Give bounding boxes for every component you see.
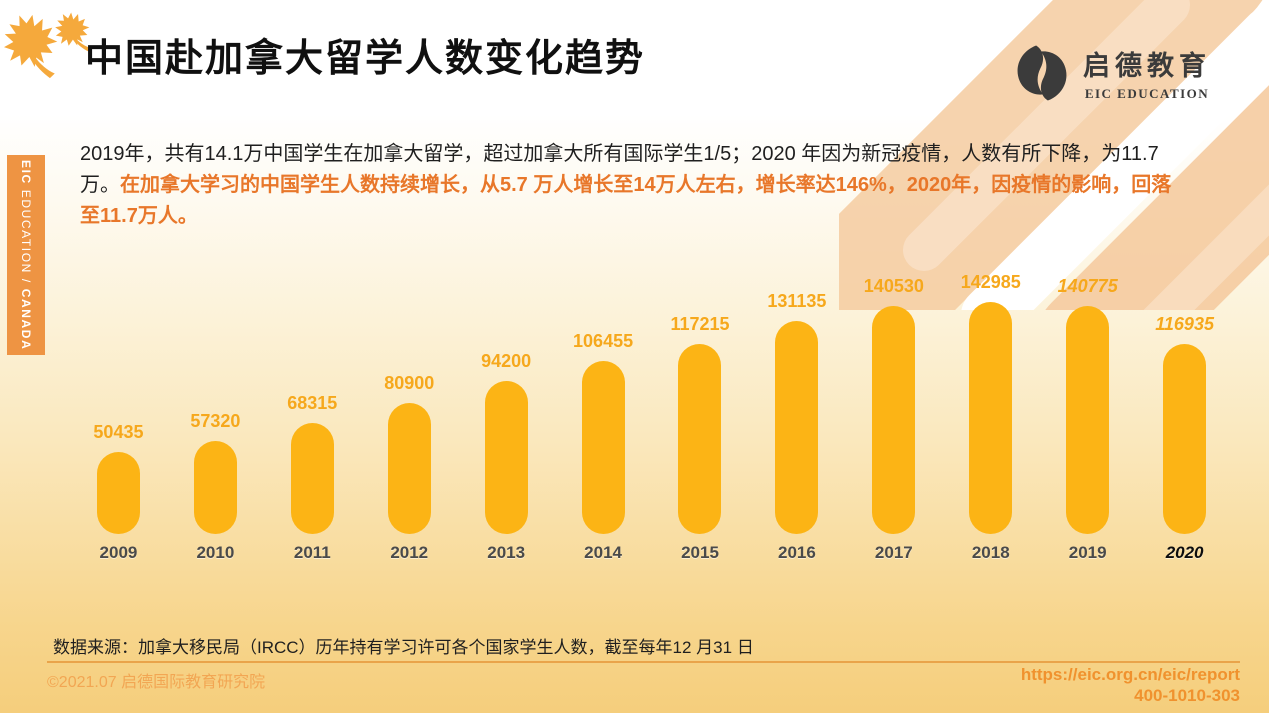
bar-value-label: 50435: [93, 422, 144, 442]
chart-column-2017: 140530 2017: [845, 272, 942, 570]
chart-column-2012: 80900 2012: [361, 272, 458, 570]
bar: [96, 452, 140, 534]
maple-leaf-icons: [3, 12, 91, 79]
bar: [775, 321, 819, 534]
x-axis-year-label: 2011: [293, 543, 331, 562]
bar: [290, 423, 334, 534]
bar-value-label: 106455: [573, 331, 634, 351]
x-axis-year-label: 2013: [487, 543, 526, 562]
bar: [484, 381, 528, 534]
chart-column-2015: 117215 2015: [652, 272, 749, 570]
sidebar-tab: EIC EDUCATION / CANADA: [7, 155, 45, 355]
intro-highlight-text: 在加拿大学习的中国学生人数持续增长，从5.7 万人增长至14万人左右，增长率达1…: [80, 174, 1172, 227]
sidebar-middle: EDUCATION /: [19, 184, 33, 289]
page-title: 中国赴加拿大留学人数变化趋势: [85, 38, 646, 80]
footer-divider: [47, 661, 1240, 663]
bar-chart: 50435 2009 57320 2010 68315 2011 80900 2012 9420…: [70, 272, 1233, 570]
chart-column-2019: 140775 2019: [1039, 272, 1136, 570]
eic-logo-icon: [1017, 45, 1067, 101]
data-source-note: 数据来源：加拿大移民局（IRCC）历年持有学习许可各个国家学生人数，截至每年12…: [53, 638, 754, 657]
bar: [387, 403, 431, 534]
bar: [872, 306, 916, 534]
chart-column-2020: 116935 2020: [1136, 272, 1233, 570]
chart-column-2010: 57320 2010: [167, 272, 264, 570]
chart-column-2011: 68315 2011: [264, 272, 361, 570]
bar: [969, 302, 1013, 534]
x-axis-year-label: 2020: [1165, 543, 1204, 562]
footer-report-url[interactable]: https://eic.org.cn/eic/report: [1020, 665, 1240, 684]
bar-value-label: 140530: [863, 276, 924, 296]
x-axis-year-label: 2014: [584, 543, 622, 562]
sidebar-brand: EIC: [19, 159, 33, 185]
intro-paragraph: 2019年，共有14.1万中国学生在加拿大留学，超过加拿大所有国际学生1/5；2…: [80, 139, 1180, 232]
bar-value-label: 140775: [1057, 276, 1118, 296]
brand-logo: 启德教育 EIC EDUCATION: [1011, 42, 1211, 104]
bar-value-label: 80900: [384, 373, 435, 393]
bar: [581, 361, 625, 534]
footer-phone: 400-1010-303: [1134, 686, 1240, 705]
bar-value-label: 131135: [767, 291, 827, 311]
brand-logo-text: 启德教育 EIC EDUCATION: [1083, 44, 1211, 102]
footer-copyright: ©2021.07 启德国际教育研究院: [47, 674, 266, 691]
bar-value-label: 94200: [481, 351, 532, 371]
bar-value-label: 57320: [190, 411, 241, 431]
chart-column-2013: 94200 2013: [458, 272, 555, 570]
x-axis-year-label: 2018: [971, 543, 1010, 562]
brand-name-chinese: 启德教育: [1083, 51, 1211, 81]
x-axis-year-label: 2010: [196, 543, 235, 562]
bar-value-label: 68315: [287, 393, 338, 413]
brand-name-english: EIC EDUCATION: [1084, 86, 1210, 101]
x-axis-year-label: 2015: [681, 543, 719, 562]
x-axis-year-label: 2009: [99, 543, 138, 562]
footer-contact: https://eic.org.cn/eic/report 400-1010-3…: [1021, 664, 1240, 706]
bar: [678, 344, 722, 534]
x-axis-year-label: 2012: [390, 543, 429, 562]
bar: [1163, 344, 1207, 534]
x-axis-year-label: 2017: [874, 543, 913, 562]
x-axis-year-label: 2016: [778, 543, 816, 562]
sidebar-label: EIC EDUCATION / CANADA: [19, 160, 33, 350]
chart-column-2018: 142985 2018: [942, 272, 1039, 570]
chart-column-2016: 131135 2016: [748, 272, 845, 570]
bar-value-label: 116935: [1155, 314, 1214, 334]
chart-column-2014: 106455 2014: [555, 272, 652, 570]
bar: [1066, 306, 1110, 534]
x-axis-year-label: 2019: [1068, 543, 1107, 562]
sidebar-region: CANADA: [19, 288, 33, 351]
bar-value-label: 142985: [960, 272, 1021, 292]
chart-column-2009: 50435 2009: [70, 272, 167, 570]
bar: [193, 441, 237, 534]
bar-value-label: 117215: [670, 314, 730, 334]
